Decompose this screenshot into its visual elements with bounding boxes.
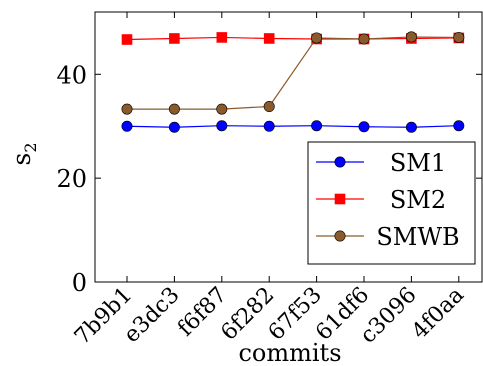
legend-entry-sm2: SM2 xyxy=(316,186,446,214)
data-point-sm2 xyxy=(216,32,228,43)
data-point-sm2 xyxy=(169,33,180,44)
data-point-sm1 xyxy=(121,120,133,132)
x-tick-label: 4f0aa xyxy=(407,283,469,345)
data-point-sm1 xyxy=(263,120,275,132)
data-point-smwb xyxy=(168,103,180,115)
data-point-sm1 xyxy=(358,121,370,133)
y-axis-label: s2 xyxy=(7,142,40,165)
data-point-smwb xyxy=(121,103,133,115)
legend-label-sm2: SM2 xyxy=(390,186,446,214)
x-tick-label: 67f53 xyxy=(264,283,327,346)
y-tick-label: 0 xyxy=(72,269,87,297)
legend-entry-sm1: SM1 xyxy=(316,149,446,177)
data-point-smwb xyxy=(216,103,228,115)
series-line-sm2 xyxy=(126,36,459,41)
data-point-sm2 xyxy=(121,34,133,45)
legend: SM1 SM2 SMWB xyxy=(307,141,476,265)
series-layer xyxy=(121,31,465,133)
series-sm1 xyxy=(121,120,465,133)
data-point-smwb xyxy=(405,31,417,43)
x-axis-label: commits xyxy=(238,339,341,366)
data-point-sm1 xyxy=(216,120,228,132)
legend-label-sm1: SM1 xyxy=(390,149,446,177)
legend-entry-smwb: SMWB xyxy=(316,223,460,251)
data-point-smwb xyxy=(453,31,465,43)
data-point-sm1 xyxy=(168,121,180,133)
legend-marker-sm2 xyxy=(334,193,346,205)
legend-marker-smwb xyxy=(334,230,346,242)
plot-frame xyxy=(94,11,483,283)
data-point-smwb xyxy=(263,101,275,113)
y-tick-label: 20 xyxy=(56,165,87,193)
data-point-smwb xyxy=(358,33,370,45)
series-line-smwb xyxy=(127,36,459,110)
x-tick-label: 6f282 xyxy=(216,283,279,346)
data-point-sm1 xyxy=(405,121,417,133)
y-tick-label: 40 xyxy=(56,61,87,89)
data-point-sm1 xyxy=(311,120,323,132)
data-point-smwb xyxy=(311,32,323,44)
series-smwb xyxy=(121,31,465,115)
data-point-sm2 xyxy=(263,33,275,44)
series-line-sm1 xyxy=(126,125,459,128)
data-point-sm1 xyxy=(453,120,465,132)
legend-label-smwb: SMWB xyxy=(376,223,459,251)
legend-marker-sm1 xyxy=(334,156,346,168)
y-axis: 0 20 40 xyxy=(56,61,482,297)
